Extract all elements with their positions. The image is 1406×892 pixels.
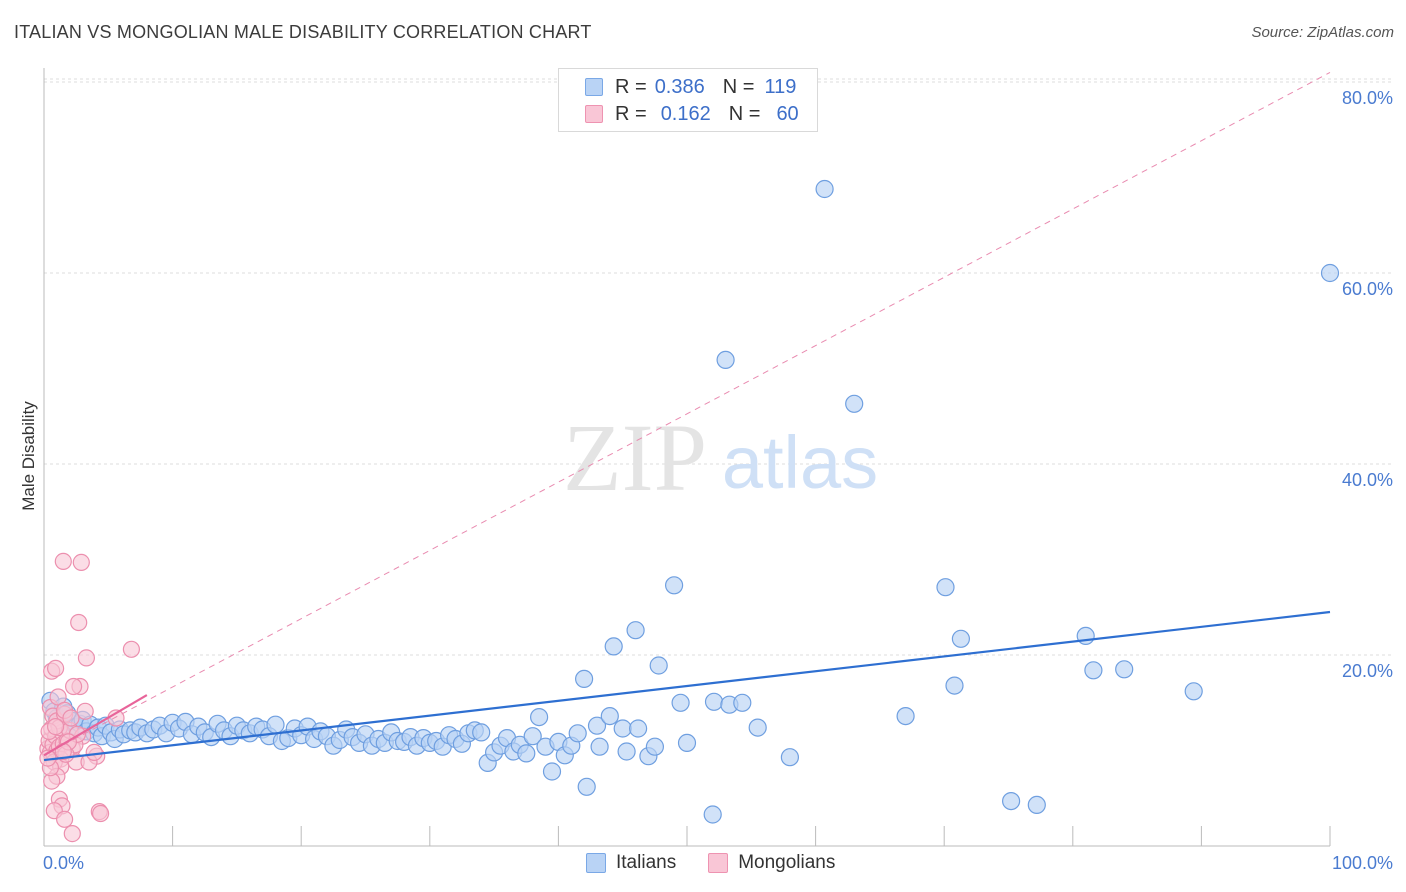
n-label: N = [728, 102, 761, 125]
stats-legend-italians: R = 0.386 N = 119 [585, 76, 796, 98]
n-value: 119 [764, 75, 797, 98]
italians-point [748, 718, 767, 737]
italians-point [523, 727, 542, 746]
x-tick-label-max: 100.0% [1332, 853, 1393, 873]
legend-item-italians[interactable]: Italians [586, 852, 676, 874]
italians-point [704, 692, 724, 711]
r-value: 0.162 [660, 102, 711, 125]
italians-trendline [43, 610, 1331, 762]
mongolians-point [77, 649, 96, 667]
n-value: 60 [776, 102, 799, 125]
mongolians-point [46, 717, 65, 736]
trend-layer [43, 72, 1331, 762]
x-tick-label-min: 0.0% [43, 853, 84, 873]
italians-point [1320, 263, 1340, 283]
mongolians-point [85, 743, 103, 762]
italians-point [664, 576, 684, 595]
italians-point [896, 706, 915, 726]
y-tick-label-20: 20.0% [1342, 661, 1393, 681]
mongolians-point [46, 659, 65, 678]
mongolians-point [122, 640, 140, 658]
mongolians-point [72, 553, 90, 572]
mongolians-point [70, 613, 88, 632]
italians-point [542, 762, 562, 781]
mongolians-trendline [43, 694, 148, 757]
y-tick-label-80: 80.0% [1342, 88, 1393, 108]
n-label: N = [722, 75, 755, 98]
y-axis-label: Male Disability [19, 401, 38, 511]
italians-point [649, 656, 668, 675]
italians-point [703, 805, 722, 824]
italians-point [645, 737, 665, 756]
italians-point [590, 737, 609, 756]
italians-point [574, 669, 594, 689]
italians-swatch [585, 78, 603, 96]
watermark-atlas: atlas [722, 421, 878, 504]
italians-point [266, 715, 285, 734]
stats-legend: R = 0.386 N = 119 R = 0.162 N = 60 [558, 68, 818, 132]
italians-point [951, 629, 971, 648]
italians-point [577, 777, 596, 796]
italians-point [671, 693, 690, 712]
source-label: Source: ZipAtlas.com [1251, 24, 1394, 41]
mongolians-point [54, 552, 72, 571]
axis-layer [43, 68, 1331, 847]
italians-point [472, 723, 491, 742]
mongolians-legend-label: Mongolians [738, 852, 836, 873]
italians-point [626, 621, 645, 640]
mongolians-point [55, 810, 74, 828]
r-label: R = [615, 102, 647, 125]
italians-point [600, 706, 619, 726]
y-tick-label-60: 60.0% [1342, 279, 1393, 299]
mongolians-legend-swatch [708, 853, 729, 873]
italians-point [733, 693, 752, 712]
mongolians-point [62, 709, 80, 727]
mongolians-swatch [585, 105, 603, 123]
italians-point [936, 578, 955, 597]
italians-point [529, 707, 549, 727]
mongolians-trendline-extended [43, 72, 1331, 756]
italians-legend-label: Italians [616, 852, 677, 873]
series-legend: Italians Mongolians [586, 852, 867, 874]
italians-point [677, 733, 697, 753]
r-value: 0.386 [654, 75, 705, 98]
stats-legend-mongolians: R = 0.162 N = 60 [585, 103, 799, 125]
italians-point [628, 719, 648, 738]
italians-point [517, 744, 536, 763]
italians-point [613, 719, 632, 738]
italians-point [587, 716, 607, 735]
watermark-zip: ZIP [563, 404, 707, 511]
italians-point [1084, 661, 1103, 680]
r-label: R = [615, 75, 647, 98]
italians-point [716, 350, 735, 369]
italians-point [1027, 795, 1046, 815]
grid-layer [44, 78, 1392, 656]
y-tick-label-40: 40.0% [1342, 470, 1393, 490]
italians-point [1001, 791, 1021, 811]
mongolians-point [76, 702, 94, 720]
mongolians-point [64, 677, 83, 696]
italians-legend-swatch [586, 853, 606, 873]
italians-point [845, 394, 864, 413]
italians-point [1184, 682, 1203, 701]
legend-item-mongolians[interactable]: Mongolians [708, 852, 835, 874]
italians-point [780, 748, 800, 767]
italians-point [617, 742, 636, 761]
mongolians-point [63, 824, 81, 843]
italians-point [815, 179, 834, 199]
chart-title: ITALIAN VS MONGOLIAN MALE DISABILITY COR… [14, 22, 592, 42]
italians-point [945, 676, 964, 695]
mongolians-point [91, 804, 110, 823]
italians-point [1115, 660, 1134, 679]
italians-point [568, 724, 587, 743]
points-layer [39, 179, 1340, 843]
italians-point [604, 637, 623, 656]
